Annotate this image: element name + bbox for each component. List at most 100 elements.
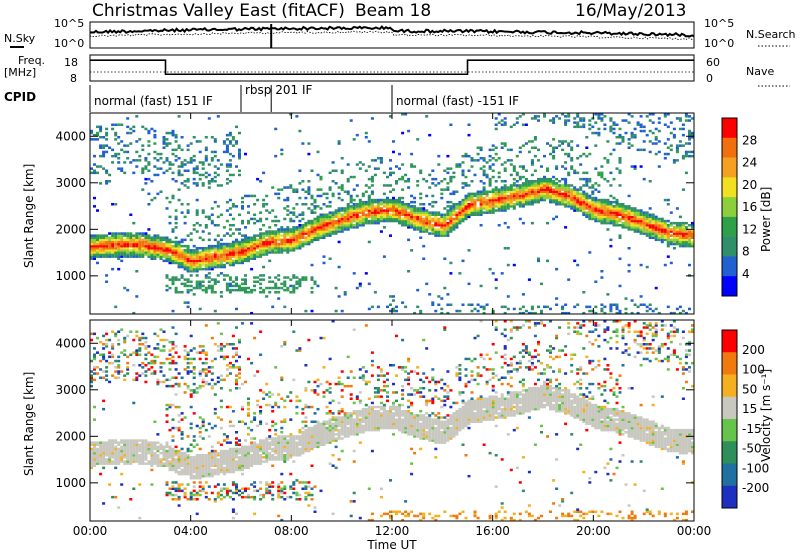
heatmap-cell: [504, 161, 507, 164]
heatmap-cell: [147, 161, 150, 164]
heatmap-cell: [229, 490, 232, 493]
heatmap-cell: [178, 504, 181, 507]
heatmap-cell: [238, 285, 241, 288]
heatmap-cell: [153, 165, 156, 168]
heatmap-cell: [190, 393, 193, 396]
heatmap-cell: [181, 437, 184, 440]
heatmap-cell: [277, 243, 280, 246]
heatmap-cell: [114, 360, 117, 363]
heatmap-cell: [549, 119, 552, 122]
heatmap-cell: [135, 140, 138, 143]
heatmap-cell: [93, 347, 96, 350]
heatmap-cell: [646, 310, 649, 313]
heatmap-cell: [111, 496, 114, 499]
heatmap-cell: [483, 197, 486, 200]
heatmap-cell: [307, 180, 310, 183]
heatmap-cell: [172, 404, 175, 407]
heatmap-cell: [235, 205, 238, 208]
heatmap-cell: [211, 337, 214, 340]
heatmap-cell: [265, 209, 268, 212]
heatmap-cell: [99, 360, 102, 363]
heatmap-cell: [214, 151, 217, 154]
heatmap-cell: [199, 370, 202, 373]
heatmap-cell: [199, 454, 202, 457]
heatmap-cell: [480, 224, 483, 227]
heatmap-cell: [519, 115, 522, 118]
heatmap-cell: [637, 209, 640, 212]
heatmap-cell: [350, 205, 353, 208]
heatmap-cell: [99, 182, 102, 185]
heatmap-cell: [419, 207, 422, 210]
heatmap-cell: [135, 232, 138, 235]
heatmap-cell: [117, 124, 120, 127]
heatmap-cell: [314, 205, 317, 208]
heatmap-cell: [217, 416, 220, 419]
heatmap-cell: [153, 452, 156, 455]
heatmap-cell: [567, 153, 570, 156]
heatmap-cell: [175, 216, 178, 219]
heatmap-cell: [93, 197, 96, 200]
heatmap-cell: [265, 239, 268, 242]
heatmap-cell: [314, 199, 317, 202]
heatmap-cell: [223, 379, 226, 382]
heatmap-cell: [622, 136, 625, 139]
heatmap-cell: [241, 278, 244, 281]
heatmap-cell: [169, 278, 172, 281]
heatmap-cell: [181, 182, 184, 185]
heatmap-cell: [549, 153, 552, 156]
heatmap-cell: [187, 448, 190, 451]
heatmap-cell: [229, 132, 232, 135]
heatmap-cell: [247, 291, 250, 294]
heatmap-cell: [187, 483, 190, 486]
heatmap-cell: [628, 142, 631, 145]
noise-right-tick-low: 10^0: [704, 37, 734, 50]
heatmap-cell: [132, 172, 135, 175]
heatmap-cell: [150, 354, 153, 357]
heatmap-cell: [401, 188, 404, 191]
heatmap-cell: [564, 226, 567, 229]
heatmap-cell: [504, 167, 507, 170]
heatmap-cell: [135, 335, 138, 338]
heatmap-cell: [609, 126, 612, 129]
heatmap-cell: [600, 276, 603, 279]
heatmap-cell: [99, 136, 102, 139]
heatmap-cell: [178, 278, 181, 281]
heatmap-cell: [193, 155, 196, 158]
y-tick-label: 2000: [55, 222, 86, 236]
heatmap-cell: [498, 188, 501, 191]
colorbar-tick: 24: [742, 156, 757, 170]
heatmap-cell: [169, 492, 172, 495]
heatmap-cell: [495, 128, 498, 131]
heatmap-cell: [661, 218, 664, 221]
heatmap-cell: [537, 115, 540, 118]
heatmap-cell: [217, 381, 220, 384]
heatmap-cell: [428, 293, 431, 296]
heatmap-cell: [555, 147, 558, 150]
heatmap-cell: [120, 439, 123, 442]
heatmap-cell: [114, 496, 117, 499]
heatmap-cell: [567, 142, 570, 145]
heatmap-cell: [609, 184, 612, 187]
heatmap-cell: [268, 230, 271, 233]
heatmap-cell: [129, 331, 132, 334]
heatmap-cell: [181, 483, 184, 486]
heatmap-cell: [576, 172, 579, 175]
heatmap-cell: [214, 498, 217, 501]
heatmap-cell: [492, 149, 495, 152]
heatmap-cell: [425, 115, 428, 118]
heatmap-cell: [582, 191, 585, 194]
heatmap-cell: [214, 469, 217, 472]
heatmap-cell: [181, 283, 184, 286]
heatmap-cell: [510, 159, 513, 162]
heatmap-cell: [262, 266, 265, 269]
heatmap-cell: [628, 205, 631, 208]
heatmap-cell: [474, 174, 477, 177]
heatmap-cell: [235, 351, 238, 354]
heatmap-cell: [507, 149, 510, 152]
heatmap-cell: [232, 260, 235, 263]
heatmap-cell: [682, 144, 685, 147]
heatmap-cell: [304, 237, 307, 240]
heatmap-cell: [676, 144, 679, 147]
heatmap-cell: [298, 214, 301, 217]
colorbar-swatch: [722, 237, 737, 257]
